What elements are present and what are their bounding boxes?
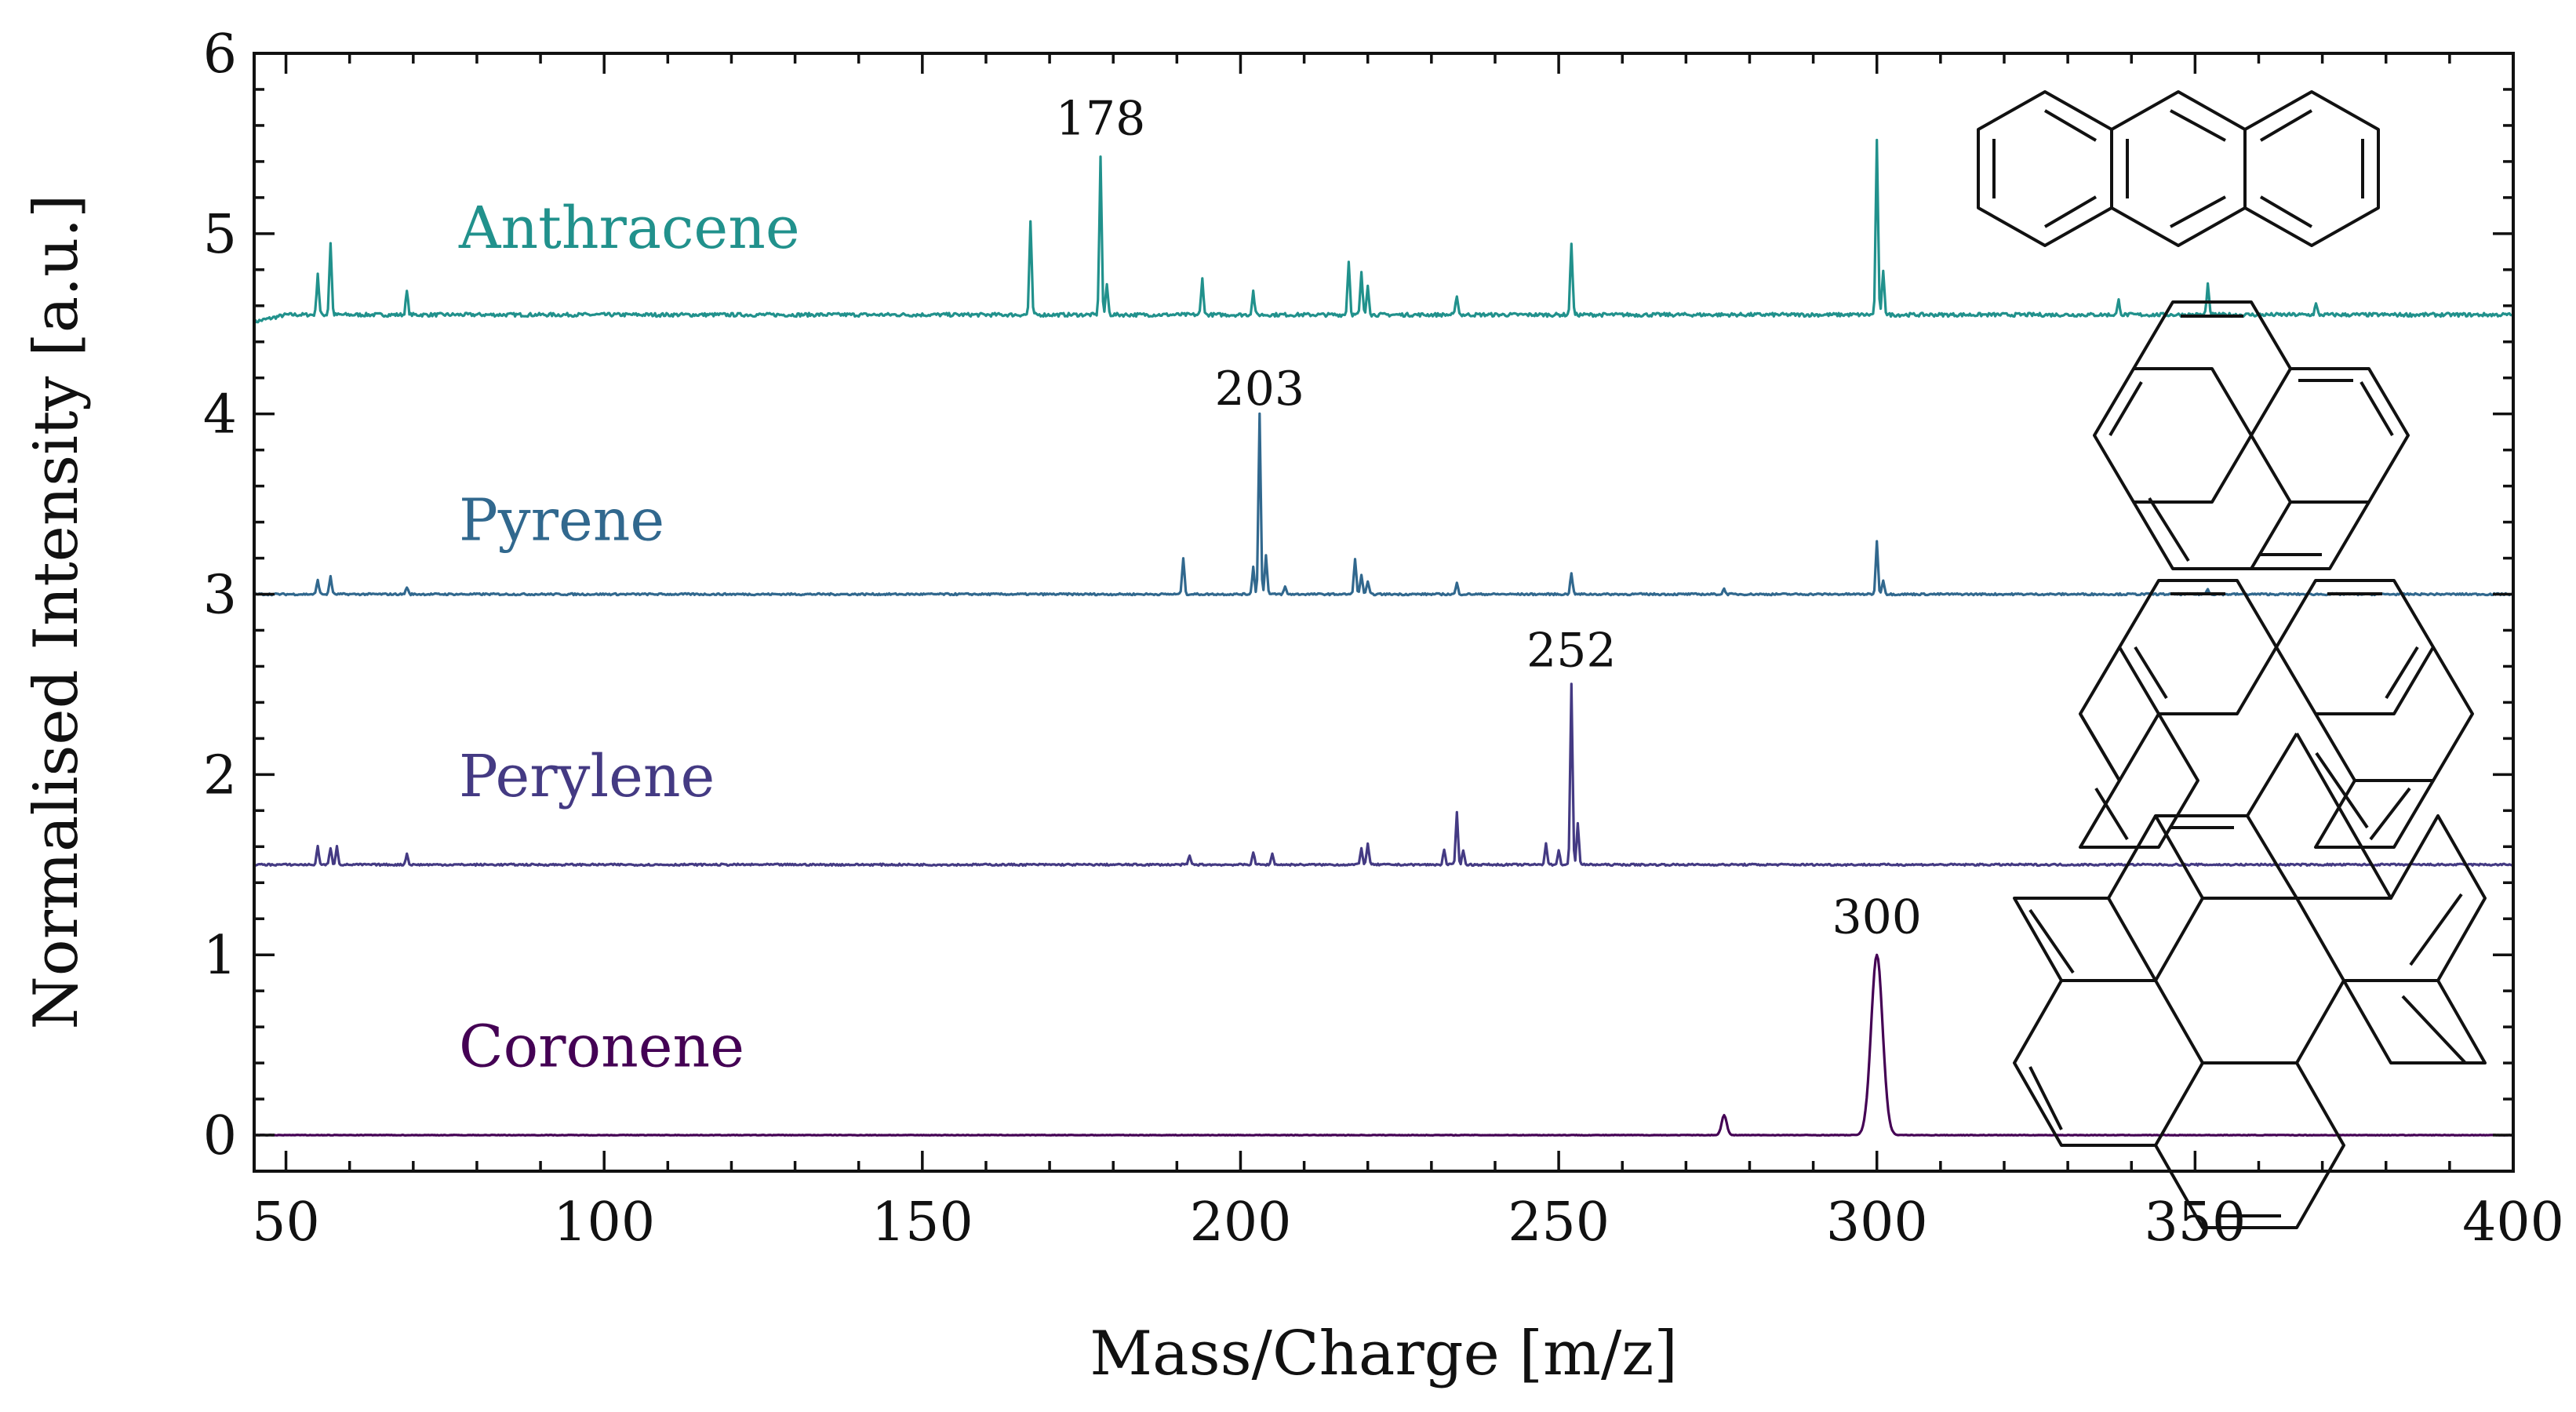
x-tick-label: 400 <box>2462 1192 2564 1254</box>
spectra-traces <box>253 138 2515 1137</box>
y-tick-label: 2 <box>203 744 237 806</box>
axis-ticks: 50 100 150 200 250 300 350 400 0 1 2 3 4 5 6 <box>203 24 2564 1254</box>
y-tick-label: 4 <box>203 384 237 446</box>
y-tick-label: 6 <box>203 24 237 86</box>
y-tick-label: 3 <box>203 565 237 627</box>
peak-label-coronene: 300 <box>1832 890 1922 945</box>
pyrene-structure-icon <box>2093 300 2410 570</box>
anthracene-structure-icon <box>1977 90 2380 247</box>
x-tick-label: 100 <box>553 1192 655 1254</box>
x-tick-label: 300 <box>1826 1192 1928 1254</box>
coronene-structure-icon <box>2013 732 2487 1229</box>
y-tick-label: 1 <box>203 925 237 987</box>
y-axis-title: Normalised Intensity [a.u.] <box>21 195 92 1030</box>
x-tick-label: 250 <box>1508 1192 1610 1254</box>
y-tick-label: 5 <box>203 204 237 266</box>
series-line-anthracene <box>253 138 2515 325</box>
x-tick-label: 50 <box>252 1192 320 1254</box>
perylene-structure-icon <box>2079 579 2474 849</box>
series-label-anthracene: Anthracene <box>458 195 800 262</box>
series-line-pyrene <box>253 412 2514 597</box>
series-label-perylene: Perylene <box>459 743 715 810</box>
plot-frame <box>253 52 2515 1173</box>
series-labels: Anthracene 178 Pyrene 203 Perylene 252 Coronen… <box>458 91 1922 1080</box>
x-tick-label: 150 <box>871 1192 973 1254</box>
peak-label-pyrene: 203 <box>1215 362 1305 417</box>
series-line-perylene <box>253 682 2513 868</box>
x-axis-title: Mass/Charge [m/z] <box>1090 1319 1678 1389</box>
series-label-pyrene: Pyrene <box>459 487 664 555</box>
peak-label-anthracene: 178 <box>1056 91 1146 146</box>
x-tick-label: 350 <box>2144 1192 2246 1254</box>
series-line-coronene <box>253 953 2514 1137</box>
series-label-coronene: Coronene <box>459 1014 744 1081</box>
x-tick-label: 200 <box>1190 1192 1292 1254</box>
y-tick-label: 0 <box>203 1105 237 1167</box>
peak-label-perylene: 252 <box>1526 623 1617 678</box>
